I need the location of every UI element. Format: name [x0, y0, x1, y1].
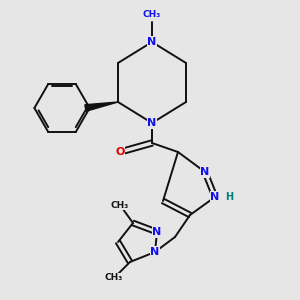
- Text: N: N: [147, 37, 157, 47]
- Text: N: N: [200, 167, 210, 177]
- Text: N: N: [210, 192, 220, 202]
- Text: N: N: [150, 247, 160, 257]
- Text: CH₃: CH₃: [105, 274, 123, 283]
- Polygon shape: [85, 102, 118, 111]
- Text: H: H: [225, 192, 233, 202]
- Text: CH₃: CH₃: [111, 200, 129, 209]
- Text: O: O: [115, 147, 125, 157]
- Text: N: N: [152, 227, 162, 237]
- Text: N: N: [147, 118, 157, 128]
- Text: CH₃: CH₃: [143, 10, 161, 19]
